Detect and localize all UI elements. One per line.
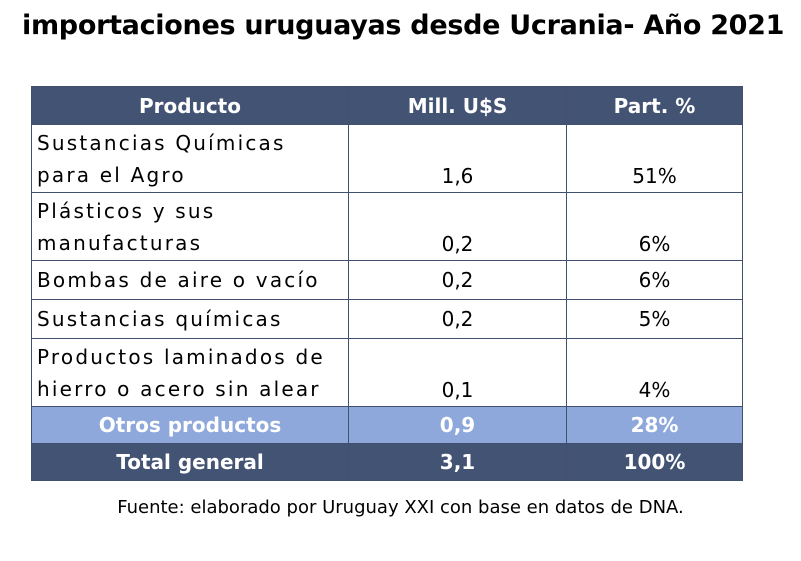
row-mill: 0,1 (348, 338, 567, 407)
total-producto: Total general (31, 443, 349, 481)
row-mill: 0,2 (348, 192, 567, 261)
table-header-row: Producto Mill. U$S Part. % (31, 86, 743, 125)
row-mill: 0,2 (348, 260, 567, 300)
row-producto: Plásticos y sus manufacturas (31, 192, 349, 261)
otros-row: Otros productos 0,9 28% (31, 406, 743, 444)
total-mill: 3,1 (348, 443, 567, 481)
table-row: Productos laminados de hierro o acero si… (31, 338, 743, 407)
source-note: Fuente: elaborado por Uruguay XXI con ba… (117, 497, 684, 518)
row-producto: Bombas de aire o vacío (31, 260, 349, 300)
header-mill-usd: Mill. U$S (348, 86, 567, 125)
imports-table: Producto Mill. U$S Part. % Sustancias Qu… (31, 86, 743, 481)
page-title: importaciones uruguayas desde Ucrania- A… (22, 10, 785, 41)
table-row: Plásticos y sus manufacturas 0,2 6% (31, 192, 743, 261)
table-row: Sustancias Químicas para el Agro 1,6 51% (31, 124, 743, 193)
row-part: 5% (566, 299, 743, 339)
row-mill: 1,6 (348, 124, 567, 193)
header-producto: Producto (31, 86, 349, 125)
table-row: Bombas de aire o vacío 0,2 6% (31, 260, 743, 300)
row-part: 6% (566, 192, 743, 261)
table-row: Sustancias químicas 0,2 5% (31, 299, 743, 339)
otros-part: 28% (566, 406, 743, 444)
row-part: 6% (566, 260, 743, 300)
otros-producto: Otros productos (31, 406, 349, 444)
total-row: Total general 3,1 100% (31, 443, 743, 481)
row-producto: Sustancias químicas (31, 299, 349, 339)
total-part: 100% (566, 443, 743, 481)
header-part-pct: Part. % (566, 86, 743, 125)
row-part: 51% (566, 124, 743, 193)
row-producto: Sustancias Químicas para el Agro (31, 124, 349, 193)
row-part: 4% (566, 338, 743, 407)
row-mill: 0,2 (348, 299, 567, 339)
row-producto: Productos laminados de hierro o acero si… (31, 338, 349, 407)
otros-mill: 0,9 (348, 406, 567, 444)
